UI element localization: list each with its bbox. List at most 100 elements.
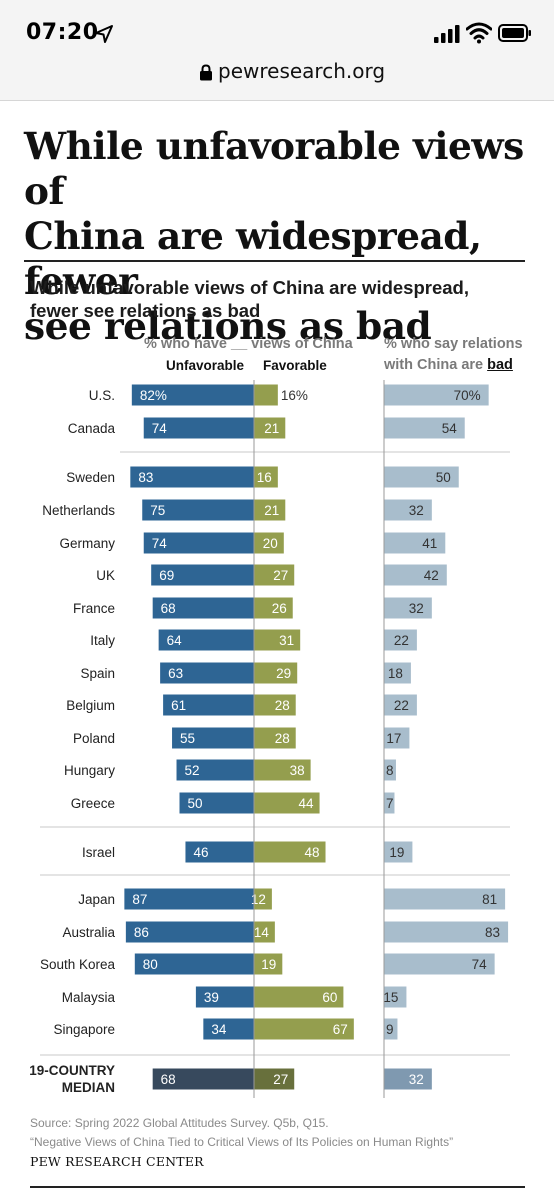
- bad-relations-value: 8: [386, 763, 394, 778]
- favorable-value: 28: [275, 731, 290, 746]
- bad-relations-value: 15: [383, 990, 398, 1005]
- unfavorable-bar: [160, 662, 254, 684]
- lock-icon: [200, 64, 212, 81]
- bad-relations-bar: [384, 953, 495, 975]
- address-bar-url[interactable]: pewresearch.org: [218, 59, 386, 83]
- favorable-bar: [254, 564, 295, 586]
- unfavorable-bar: [151, 564, 254, 586]
- unfavorable-value: 55: [180, 731, 195, 746]
- status-time: 07:20: [26, 20, 99, 45]
- unfavorable-value: 82%: [140, 388, 167, 403]
- bad-relations-value: 74: [472, 957, 488, 972]
- bad-relations-bar: [384, 841, 413, 863]
- pew-research-center-logo: PEW RESEARCH CENTER: [30, 1154, 204, 1169]
- unfavorable-bar: [142, 499, 254, 521]
- bad-relations-value: 32: [409, 1072, 424, 1087]
- bad-relations-value: 32: [409, 503, 424, 518]
- unfavorable-bar: [152, 1068, 254, 1090]
- favorable-bar: [254, 662, 298, 684]
- unfavorable-bar: [152, 597, 254, 619]
- unfavorable-bar: [130, 466, 254, 488]
- unfavorable-header: Unfavorable: [166, 358, 245, 373]
- relations-header-line2: with China are bad: [384, 357, 513, 373]
- favorable-bar: [254, 694, 296, 716]
- footer-divider: [30, 1186, 525, 1188]
- unfavorable-bar: [124, 888, 255, 910]
- bad-relations-bar: [384, 662, 411, 684]
- bad-relations-bar: [384, 888, 506, 910]
- bad-relations-value: 32: [409, 601, 424, 616]
- unfavorable-bar: [185, 841, 254, 863]
- bad-relations-value: 83: [485, 925, 500, 940]
- country-label: Germany: [59, 536, 115, 551]
- unfavorable-value: 80: [143, 957, 158, 972]
- cellular-signal-icon: [434, 25, 460, 43]
- bad-relations-bar: [384, 727, 410, 749]
- favorable-bar: [254, 466, 278, 488]
- bad-relations-bar: [384, 694, 417, 716]
- unfavorable-value: 52: [185, 763, 200, 778]
- unfavorable-bar: [172, 727, 254, 749]
- unfavorable-value: 74: [152, 536, 168, 551]
- unfavorable-bar: [143, 417, 254, 439]
- country-label: U.S.: [89, 388, 115, 403]
- location-arrow-icon: [95, 25, 113, 43]
- unfavorable-bar: [203, 1018, 254, 1040]
- battery-icon: [498, 24, 531, 42]
- chart-title: While unfavorable views of China are wid…: [30, 276, 530, 322]
- country-label: South Korea: [40, 957, 116, 972]
- unfavorable-value: 64: [167, 633, 183, 648]
- unfavorable-value: 83: [138, 470, 153, 485]
- favorable-bar: [254, 759, 311, 781]
- favorable-bar: [254, 629, 301, 651]
- favorable-value: 21: [264, 421, 279, 436]
- bad-relations-bar: [384, 564, 447, 586]
- unfavorable-value: 68: [161, 601, 176, 616]
- bad-relations-bar: [384, 792, 395, 814]
- bad-relations-value: 41: [422, 536, 437, 551]
- bad-relations-bar: [384, 466, 459, 488]
- favorable-value: 67: [333, 1022, 348, 1037]
- favorable-bar: [254, 597, 293, 619]
- favorable-value: 20: [263, 536, 278, 551]
- favorable-value: 27: [273, 568, 288, 583]
- unfavorable-value: 69: [159, 568, 174, 583]
- article-headline: While unfavorable views of China are wid…: [24, 124, 544, 349]
- favorable-value: 31: [279, 633, 294, 648]
- country-label: UK: [96, 568, 115, 583]
- country-label: Sweden: [66, 470, 115, 485]
- country-label: France: [73, 601, 115, 616]
- favorable-bar: [254, 1018, 354, 1040]
- country-label: Belgium: [66, 698, 115, 713]
- favorable-bar: [254, 1068, 295, 1090]
- bad-relations-bar: [384, 629, 417, 651]
- bad-relations-value: 22: [394, 633, 409, 648]
- relations-header-bad: bad: [487, 357, 513, 373]
- country-label: Australia: [62, 925, 115, 940]
- bad-relations-value: 18: [388, 666, 403, 681]
- source-line: “Negative Views of China Tied to Critica…: [30, 1135, 454, 1149]
- country-label: Poland: [73, 731, 115, 746]
- chart-title-line: fewer see relations as bad: [30, 300, 261, 321]
- unfavorable-bar: [163, 694, 254, 716]
- favorable-value: 48: [304, 845, 319, 860]
- country-label: Canada: [68, 421, 116, 436]
- favorable-bar: [254, 727, 296, 749]
- country-label: Malaysia: [62, 990, 116, 1005]
- country-label: 19-COUNTRY: [29, 1063, 115, 1078]
- relations-header-line1: % who say relations: [384, 336, 523, 352]
- unfavorable-value: 68: [161, 1072, 176, 1087]
- views-column-header: % who have __ views of China: [144, 336, 353, 352]
- favorable-bar: [254, 499, 286, 521]
- unfavorable-value: 50: [188, 796, 203, 811]
- favorable-value: 26: [272, 601, 287, 616]
- favorable-value: 21: [264, 503, 279, 518]
- favorable-value: 27: [273, 1072, 288, 1087]
- unfavorable-value: 46: [193, 845, 208, 860]
- favorable-bar: [254, 384, 278, 406]
- bad-relations-bar: [384, 597, 432, 619]
- country-label: Japan: [78, 892, 115, 907]
- bad-relations-value: 70%: [454, 388, 481, 403]
- bad-relations-value: 19: [389, 845, 404, 860]
